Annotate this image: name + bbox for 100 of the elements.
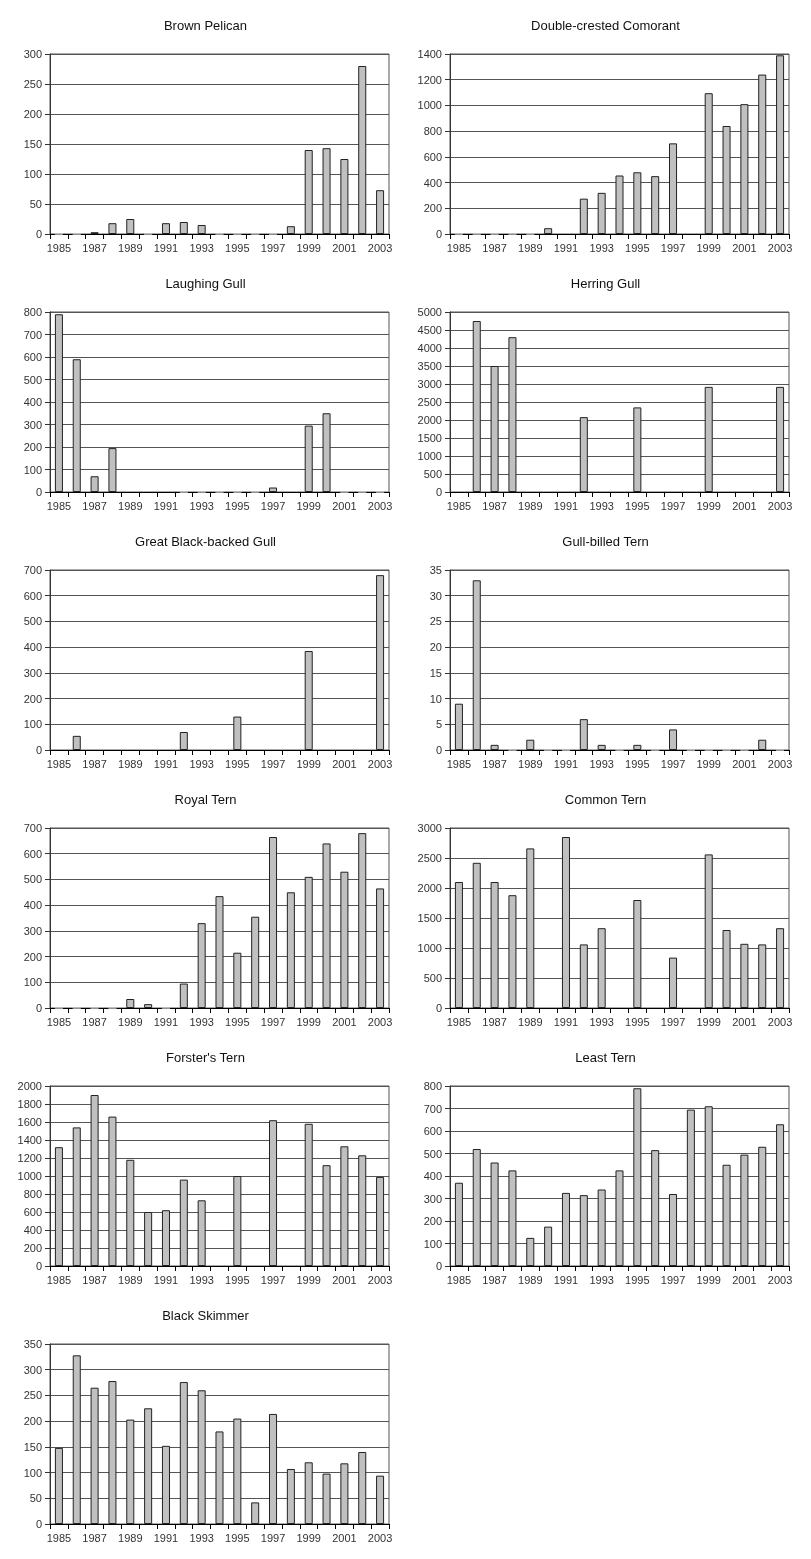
y-tick-label: 0: [435, 1002, 442, 1014]
chart-title: Least Tern: [575, 1050, 636, 1065]
y-tick-label: 2000: [17, 1080, 42, 1092]
y-tick-label: 1800: [17, 1098, 42, 1110]
y-tick-label: 1000: [17, 1170, 42, 1182]
x-tick-label: 1999: [696, 499, 721, 512]
y-tick-label: 200: [23, 108, 42, 120]
x-tick-label: 1997: [660, 1015, 686, 1028]
y-tick-label: 600: [23, 351, 42, 363]
y-tick-label: 100: [23, 168, 42, 180]
x-tick-label: 1991: [553, 757, 579, 770]
y-tick-label: 0: [35, 1260, 42, 1272]
bar: [526, 739, 535, 750]
y-tick-label: 200: [423, 1215, 442, 1227]
x-tick-label: 1987: [82, 1015, 107, 1028]
chart-title: Common Tern: [564, 792, 647, 807]
bar: [304, 1123, 313, 1266]
y-tick-label: 3000: [417, 378, 442, 390]
bar: [233, 1418, 242, 1524]
x-tick-label: 1987: [82, 1531, 107, 1544]
x-tick-label: 1997: [260, 1015, 286, 1028]
bar: [126, 219, 135, 234]
x-tick-label: 2001: [732, 499, 757, 512]
bar: [508, 337, 517, 492]
y-tick-label: 150: [23, 138, 42, 150]
bar: [269, 487, 278, 492]
y-tick-label: 100: [23, 718, 42, 731]
y-tick-label: 300: [23, 666, 42, 679]
x-tick-label: 1997: [660, 241, 686, 254]
x-tick-label: 1985: [446, 1015, 472, 1028]
x-tick-label: 1991: [153, 499, 179, 512]
x-tick-label: 1995: [225, 499, 250, 512]
x-tick-label: 2003: [367, 1531, 393, 1544]
x-tick-label: 1989: [518, 1015, 543, 1028]
bar: [561, 1192, 570, 1266]
bar: [269, 837, 278, 1008]
y-tick-label: 0: [35, 744, 42, 756]
x-tick-label: 1997: [660, 1273, 686, 1286]
y-tick-label: 4000: [417, 342, 442, 354]
bar: [90, 1095, 99, 1266]
bar: [322, 1473, 331, 1524]
bar: [197, 1200, 206, 1266]
x-tick-label: 1991: [553, 241, 579, 254]
x-tick-label: 1999: [696, 757, 721, 770]
bar: [90, 476, 99, 492]
bar: [179, 1179, 188, 1266]
y-tick-label: 200: [23, 950, 42, 963]
bar: [776, 55, 785, 234]
x-tick-label: 1991: [153, 241, 179, 254]
x-tick-label: 2001: [332, 1273, 357, 1286]
bar: [54, 1447, 63, 1524]
x-tick-label: 1995: [225, 757, 250, 770]
y-tick-label: 0: [35, 1518, 42, 1530]
x-tick-label: 2001: [732, 1273, 757, 1286]
x-tick-label: 2001: [732, 757, 757, 770]
y-tick-label: 300: [23, 48, 42, 60]
bar: [776, 928, 785, 1008]
y-tick-label: 100: [23, 1466, 42, 1479]
bar: [251, 916, 260, 1008]
y-tick-label: 200: [23, 441, 42, 453]
bar: [144, 1408, 153, 1524]
y-tick-label: 0: [35, 486, 42, 498]
x-tick-label: 2001: [332, 1015, 357, 1028]
bar: [758, 74, 767, 234]
x-tick-label: 1989: [118, 1531, 143, 1544]
bar: [358, 833, 367, 1008]
bar: [376, 190, 385, 234]
y-tick-label: 600: [423, 150, 442, 163]
x-tick-label: 1991: [153, 757, 179, 770]
chart-title: Black Skimmer: [162, 1308, 250, 1323]
bar: [108, 223, 117, 234]
bar: [161, 1445, 170, 1524]
bar: [704, 1106, 713, 1266]
bar: [233, 952, 242, 1008]
y-tick-label: 500: [23, 615, 42, 628]
chart-title: Royal Tern: [174, 792, 237, 807]
x-tick-label: 1989: [518, 499, 543, 512]
chart-title: Forster's Tern: [166, 1050, 245, 1065]
x-tick-label: 1993: [189, 1531, 214, 1544]
bar: [490, 366, 499, 492]
bar: [340, 1146, 349, 1266]
y-tick-label: 350: [23, 1338, 42, 1350]
x-tick-label: 2003: [367, 1273, 393, 1286]
x-tick-label: 1993: [589, 241, 614, 254]
bar: [758, 1146, 767, 1266]
y-tick-label: 1000: [417, 99, 442, 112]
bar: [472, 862, 481, 1008]
chart-title: Brown Pelican: [163, 18, 248, 33]
bar: [597, 1189, 606, 1266]
bar: [633, 172, 642, 234]
bar: [669, 143, 678, 234]
bar: [340, 159, 349, 234]
x-tick-label: 1997: [260, 1531, 286, 1544]
y-tick-label: 400: [23, 641, 42, 654]
bar: [776, 1124, 785, 1266]
bar: [215, 896, 224, 1008]
y-tick-label: 0: [435, 486, 442, 498]
x-tick-label: 1991: [153, 1015, 179, 1028]
bar: [579, 417, 588, 492]
bar: [304, 876, 313, 1008]
